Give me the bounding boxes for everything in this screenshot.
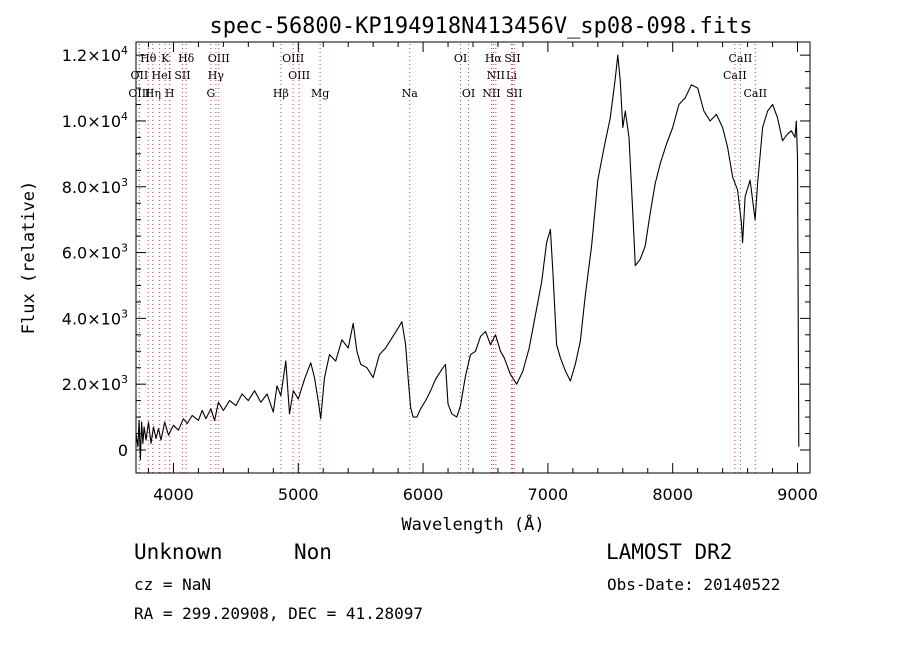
chart-title: spec-56800-KP194918N413456V_sp08-098.fit… — [209, 14, 752, 39]
spectral-line-label: SII — [504, 52, 520, 65]
spectral-line-label: Hθ — [140, 52, 157, 65]
y-tick-label: 2.0×103 — [62, 373, 128, 394]
y-tick-label: 1.2×104 — [62, 44, 128, 65]
coordinates: RA = 299.20908, DEC = 41.28097 — [134, 604, 423, 623]
spectral-line-label: Hβ — [273, 87, 289, 100]
spectral-line-label: OIII — [288, 69, 310, 82]
x-tick-label: 8000 — [652, 485, 693, 504]
y-tick-label: 6.0×103 — [62, 242, 128, 263]
spectral-line-label: Na — [402, 87, 419, 100]
y-tick-label: 4.0×103 — [62, 307, 128, 328]
x-tick-label: 5000 — [278, 485, 319, 504]
redshift-value: cz = NaN — [134, 575, 212, 594]
spectral-line-label: I — [168, 69, 172, 82]
spectral-line-label: CaII — [723, 69, 747, 82]
x-tick-label: 7000 — [528, 485, 569, 504]
spectral-line-label: OIII — [128, 87, 150, 100]
y-tick-label: 8.0×103 — [62, 176, 128, 197]
spectral-line-label: Mg — [311, 87, 329, 100]
object-subclass: Non — [294, 540, 332, 564]
spectral-line-label: Hα — [485, 52, 503, 65]
x-tick-label: 4000 — [153, 485, 194, 504]
spectral-line-label: Li — [506, 69, 517, 82]
spectral-line-label: OIII — [282, 52, 304, 65]
x-tick-label: 6000 — [403, 485, 444, 504]
spectral-line-label: G — [206, 87, 215, 100]
y-tick-label: 0 — [118, 441, 128, 460]
spectral-line-label: NII — [482, 87, 500, 100]
spectral-line-label: CaII — [729, 52, 753, 65]
spectral-line-label: OI — [454, 52, 467, 65]
spectral-line-label: OI — [462, 87, 475, 100]
spectrum-line — [135, 54, 800, 461]
y-axis-label: Flux (relative) — [19, 181, 39, 335]
spectral-line-label: OIII — [208, 52, 230, 65]
y-tick-label: 1.0×104 — [62, 110, 128, 131]
spectral-line-label: K — [161, 52, 170, 65]
spectral-line-label: Hδ — [178, 52, 195, 65]
spectral-line-label: CaII — [743, 87, 767, 100]
spectral-line-label: H — [165, 87, 175, 100]
spectral-line-label: Hη — [145, 87, 161, 100]
spectral-line-label: SII — [506, 87, 522, 100]
plot-frame — [135, 41, 811, 474]
spectral-line-label: SII — [174, 69, 190, 82]
x-axis-label: Wavelength (Å) — [401, 513, 544, 535]
object-class: Unknown — [134, 540, 223, 564]
spectral-line-label: Hγ — [208, 69, 225, 82]
obs-date: Obs-Date: 20140522 — [607, 575, 781, 594]
spectral-line-label: He — [152, 69, 168, 82]
x-tick-label: 9000 — [777, 485, 818, 504]
survey-label: LAMOST DR2 — [606, 540, 733, 564]
spectral-line-label: OII — [131, 69, 149, 82]
spectral-line-label: NII — [487, 69, 505, 82]
